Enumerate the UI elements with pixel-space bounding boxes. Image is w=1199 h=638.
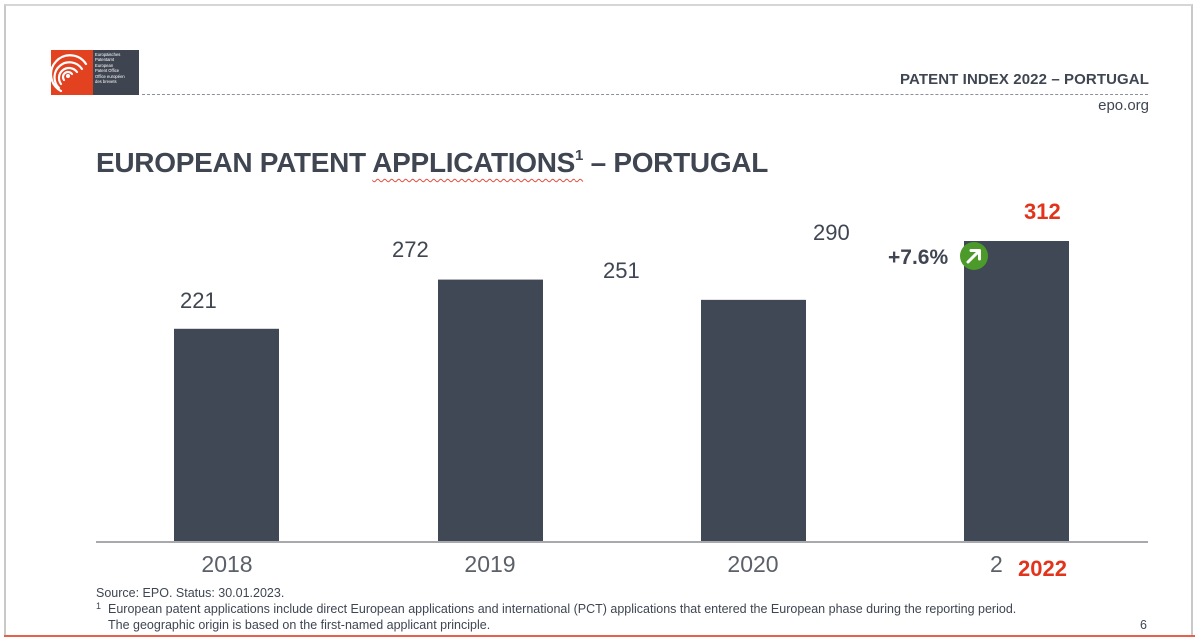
logo-line: Office européen (95, 74, 125, 80)
epo-logo-text: Europäisches Patentamt European Patent O… (93, 50, 139, 95)
category-label-2020: 2020 (727, 551, 778, 577)
epo-logo: Europäisches Patentamt European Patent O… (49, 50, 139, 95)
bar-2019 (438, 279, 543, 542)
footnote-line: The geographic origin is based on the fi… (108, 618, 491, 632)
header-site-link[interactable]: epo.org (1098, 97, 1149, 114)
category-label-truncated: 2 (990, 551, 1003, 577)
bar-2018 (174, 328, 279, 542)
title-part: EUROPEAN PATENT (96, 147, 373, 178)
category-label-2022: 2022 (1018, 556, 1067, 581)
footnote: 1 European patent applications include d… (96, 601, 1016, 633)
footnote-mark: 1 (96, 601, 102, 611)
value-label-2020: 251 (603, 258, 640, 283)
value-label-2019: 272 (392, 237, 429, 262)
bar-2022 (964, 241, 1069, 542)
header-divider (142, 94, 1148, 95)
page-number: 6 (1140, 618, 1147, 632)
bar-2020 (701, 299, 806, 542)
title-part: APPLICATIONS (372, 147, 576, 178)
title-footnote-mark: 1 (575, 147, 584, 164)
title-part: – PORTUGAL (583, 147, 769, 178)
arrow-up-right-icon (960, 242, 988, 270)
value-label-2021: 290 (813, 220, 850, 245)
logo-line: des brevets (95, 78, 117, 84)
logo-line: Patentamt (95, 56, 115, 62)
footnote-line: European patent applications include dir… (108, 602, 1017, 616)
logo-line: European (95, 63, 114, 69)
value-label-2018: 221 (180, 288, 217, 313)
category-label-2019: 2019 (464, 551, 515, 577)
epo-logo-mark-icon (49, 50, 93, 95)
slide-frame (4, 4, 1193, 636)
category-label-2018: 2018 (201, 551, 252, 577)
logo-line: Patent Office (95, 67, 120, 73)
growth-rate-label: +7.6% (888, 246, 948, 269)
header-title: PATENT INDEX 2022 – PORTUGAL (900, 71, 1149, 88)
bottom-accent-line (4, 635, 1195, 637)
source-note: Source: EPO. Status: 30.01.2023. (96, 586, 285, 600)
title-part-spellcheck: APPLICATIONS1 (372, 147, 583, 178)
page-title: EUROPEAN PATENT APPLICATIONS1 – PORTUGAL (96, 147, 768, 179)
value-label-2022: 312 (1024, 199, 1061, 224)
logo-line: Europäisches (95, 52, 121, 57)
